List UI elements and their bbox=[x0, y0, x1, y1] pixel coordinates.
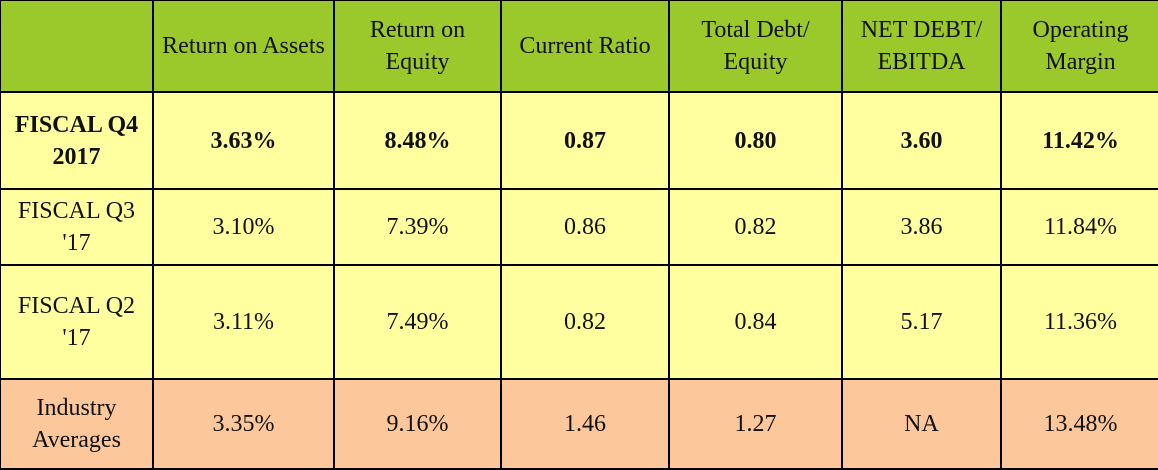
header-net-debt-ebitda: NET DEBT/ EBITDA bbox=[841, 0, 1002, 93]
cell: 3.60 bbox=[841, 91, 1002, 190]
cell: 9.16% bbox=[333, 378, 502, 470]
row-label: Industry Averages bbox=[0, 378, 154, 470]
row-label: FISCAL Q3 '17 bbox=[0, 188, 154, 266]
table-row: FISCAL Q4 2017 3.63% 8.48% 0.87 0.80 3.6… bbox=[0, 91, 1158, 190]
cell: 1.27 bbox=[668, 378, 843, 470]
header-return-on-equity: Return on Equity bbox=[333, 0, 502, 93]
industry-averages-row: Industry Averages 3.35% 9.16% 1.46 1.27 … bbox=[0, 378, 1158, 470]
cell: 3.86 bbox=[841, 188, 1002, 266]
header-current-ratio: Current Ratio bbox=[500, 0, 670, 93]
row-label: FISCAL Q2 '17 bbox=[0, 264, 154, 380]
cell: 0.80 bbox=[668, 91, 843, 190]
cell: 0.82 bbox=[500, 264, 670, 380]
cell: 13.48% bbox=[1000, 378, 1158, 470]
cell: 11.36% bbox=[1000, 264, 1158, 380]
cell: 7.39% bbox=[333, 188, 502, 266]
table-row: FISCAL Q2 '17 3.11% 7.49% 0.82 0.84 5.17… bbox=[0, 264, 1158, 380]
table-row: FISCAL Q3 '17 3.10% 7.39% 0.86 0.82 3.86… bbox=[0, 188, 1158, 266]
cell: 3.10% bbox=[152, 188, 335, 266]
cell: 3.11% bbox=[152, 264, 335, 380]
header-row: Return on Assets Return on Equity Curren… bbox=[0, 0, 1158, 93]
cell: 11.84% bbox=[1000, 188, 1158, 266]
row-label: FISCAL Q4 2017 bbox=[0, 91, 154, 190]
header-total-debt-equity: Total Debt/ Equity bbox=[668, 0, 843, 93]
cell: 3.63% bbox=[152, 91, 335, 190]
cell: 0.82 bbox=[668, 188, 843, 266]
cell: 8.48% bbox=[333, 91, 502, 190]
cell: 7.49% bbox=[333, 264, 502, 380]
cell: 5.17 bbox=[841, 264, 1002, 380]
header-blank bbox=[0, 0, 154, 93]
cell: NA bbox=[841, 378, 1002, 470]
cell: 3.35% bbox=[152, 378, 335, 470]
cell: 1.46 bbox=[500, 378, 670, 470]
cell: 0.87 bbox=[500, 91, 670, 190]
cell: 0.86 bbox=[500, 188, 670, 266]
header-operating-margin: Operating Margin bbox=[1000, 0, 1158, 93]
header-return-on-assets: Return on Assets bbox=[152, 0, 335, 93]
cell: 0.84 bbox=[668, 264, 843, 380]
cell: 11.42% bbox=[1000, 91, 1158, 190]
